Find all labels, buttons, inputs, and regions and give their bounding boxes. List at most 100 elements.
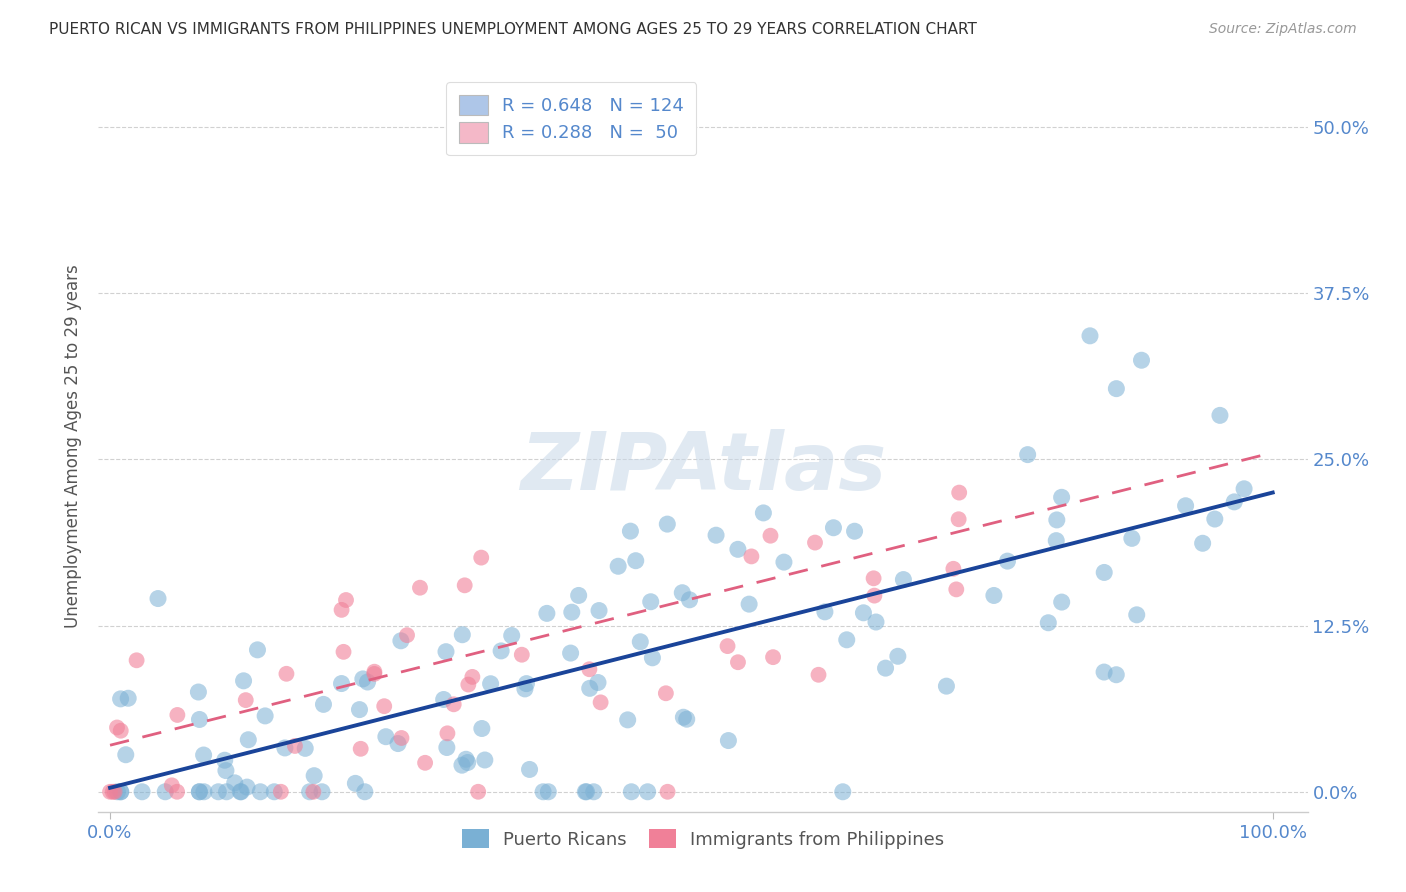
Point [114,747,136,762]
Point [312,698,335,712]
Point [387,737,409,751]
Point [1223,495,1246,509]
Point [804,535,827,549]
Point [330,676,353,690]
Point [948,512,970,526]
Point [945,582,967,597]
Point [188,785,211,799]
Point [807,667,830,681]
Point [607,559,630,574]
Point [515,676,537,690]
Text: Source: ZipAtlas.com: Source: ZipAtlas.com [1209,22,1357,37]
Point [263,785,285,799]
Point [330,603,353,617]
Point [1078,328,1101,343]
Point [578,681,600,696]
Point [193,785,215,799]
Point [501,628,523,642]
Point [823,521,845,535]
Point [582,785,605,799]
Point [335,593,357,607]
Point [1017,448,1039,462]
Point [352,672,374,686]
Point [434,645,457,659]
Point [948,485,970,500]
Point [214,753,236,767]
Point [717,733,740,747]
Point [284,739,307,753]
Point [657,517,679,532]
Point [1045,533,1067,548]
Point [531,785,554,799]
Point [672,710,695,724]
Point [875,661,897,675]
Point [276,666,298,681]
Point [942,562,965,576]
Point [236,780,259,794]
Point [110,691,132,706]
Point [887,649,910,664]
Point [1233,482,1256,496]
Point [513,681,536,696]
Point [762,650,785,665]
Point [1092,665,1115,679]
Point [675,712,697,726]
Point [865,615,887,629]
Point [773,555,796,569]
Point [1105,667,1128,681]
Point [363,665,385,679]
Point [110,785,132,799]
Point [454,752,477,766]
Point [655,686,678,700]
Point [759,529,782,543]
Point [409,581,432,595]
Point [671,585,693,599]
Point [678,592,700,607]
Point [246,643,269,657]
Point [1204,512,1226,526]
Point [616,713,638,727]
Point [229,785,252,799]
Point [215,785,238,799]
Point [302,769,325,783]
Point [457,677,479,691]
Point [620,785,643,799]
Point [574,785,596,799]
Point [935,679,957,693]
Point [1050,595,1073,609]
Point [814,605,837,619]
Point [474,753,496,767]
Point [105,721,128,735]
Point [831,785,853,799]
Point [413,756,436,770]
Point [274,741,297,756]
Point [467,785,489,799]
Point [1209,409,1232,423]
Point [235,693,257,707]
Point [537,785,560,799]
Point [628,634,651,648]
Point [863,589,886,603]
Point [356,675,378,690]
Point [489,644,512,658]
Point [110,785,132,799]
Point [752,506,775,520]
Point [229,785,252,799]
Point [844,524,866,539]
Point [624,554,647,568]
Point [298,785,321,799]
Point [146,591,169,606]
Point [893,573,915,587]
Point [983,589,1005,603]
Point [461,670,484,684]
Point [436,726,458,740]
Point [294,741,316,756]
Point [207,785,229,799]
Point [738,597,761,611]
Point [852,606,875,620]
Point [1050,491,1073,505]
Point [349,703,371,717]
Point [1038,615,1060,630]
Point [433,692,456,706]
Text: PUERTO RICAN VS IMMIGRANTS FROM PHILIPPINES UNEMPLOYMENT AMONG AGES 25 TO 29 YEA: PUERTO RICAN VS IMMIGRANTS FROM PHILIPPI… [49,22,977,37]
